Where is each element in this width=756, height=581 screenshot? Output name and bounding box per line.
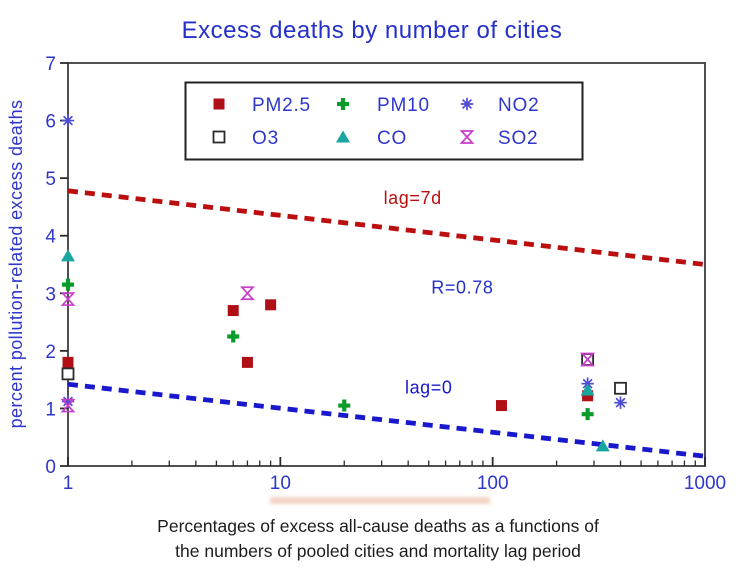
legend-marker-NO2 bbox=[460, 97, 474, 111]
data-point-PM2.5 bbox=[495, 400, 507, 412]
x-tick-label: 1000 bbox=[684, 473, 726, 494]
y-tick-label: 6 bbox=[45, 112, 56, 133]
data-point-CO bbox=[61, 249, 75, 262]
data-point-O3 bbox=[61, 367, 75, 381]
caption-line-2: the numbers of pooled cities and mortali… bbox=[175, 541, 581, 561]
data-point-PM2.5 bbox=[241, 356, 253, 368]
y-tick-label: 0 bbox=[45, 457, 56, 478]
data-point-NO2 bbox=[61, 395, 75, 408]
y-tick-label: 3 bbox=[45, 284, 56, 305]
legend-label-O3: O3 bbox=[252, 128, 279, 149]
trend-lines: lag=7d lag=0 bbox=[67, 188, 706, 459]
plot-box bbox=[67, 62, 706, 467]
legend-box bbox=[184, 81, 584, 161]
legend-label-NO2: NO2 bbox=[498, 95, 539, 116]
data-point-SO2 bbox=[580, 352, 596, 367]
y-tick-label: 1 bbox=[45, 399, 56, 420]
legend-label-PM2.5: PM2.5 bbox=[252, 95, 311, 116]
data-point-PM10 bbox=[227, 330, 240, 343]
data-point-PM10 bbox=[338, 399, 351, 412]
y-tick-label: 2 bbox=[45, 342, 56, 363]
y-tick-label: 5 bbox=[45, 169, 56, 190]
blurred-axis-label bbox=[270, 497, 490, 504]
x-tick-label: 10 bbox=[270, 473, 291, 494]
legend-label-SO2: SO2 bbox=[498, 128, 538, 149]
annotations: R=0.78 bbox=[431, 277, 493, 297]
trend-line-lag=7d bbox=[67, 188, 706, 267]
data-point-PM2.5 bbox=[265, 299, 277, 311]
trend-line-lag=0 bbox=[67, 381, 706, 459]
legend-marker-PM10 bbox=[337, 98, 349, 110]
y-tick-label: 4 bbox=[45, 227, 56, 248]
legend-marker-SO2 bbox=[459, 130, 475, 144]
legend: PM2.5 PM10 NO2 O3 CO SO2 bbox=[184, 81, 584, 161]
caption-line-1: Percentages of excess all-cause deaths a… bbox=[157, 516, 599, 536]
data-point-CO bbox=[595, 439, 610, 452]
series-points bbox=[60, 114, 627, 452]
data-point-PM2.5 bbox=[227, 305, 239, 317]
trend-line-label: lag=7d bbox=[384, 188, 442, 208]
x-tick-label: 100 bbox=[477, 473, 509, 494]
data-point-PM2.5 bbox=[62, 356, 74, 368]
data-point-O3 bbox=[614, 381, 627, 395]
y-tick-label: 7 bbox=[45, 54, 56, 75]
x-tick-label: 1 bbox=[63, 473, 74, 494]
data-point-CO bbox=[580, 383, 595, 396]
y-axis-title: percent pollution-related excess deaths bbox=[6, 100, 26, 429]
annotation: R=0.78 bbox=[431, 277, 493, 297]
data-point-PM10 bbox=[62, 278, 74, 291]
legend-marker-CO bbox=[336, 130, 350, 143]
data-point-SO2 bbox=[240, 286, 255, 301]
data-point-SO2 bbox=[60, 292, 76, 306]
x-axis: 1 10 100 1000 bbox=[63, 457, 726, 494]
legend-label-PM10: PM10 bbox=[377, 95, 430, 116]
legend-label-CO: CO bbox=[377, 128, 407, 149]
trend-line-label: lag=0 bbox=[405, 377, 453, 397]
data-point-SO2 bbox=[60, 398, 76, 413]
data-point-NO2 bbox=[614, 396, 627, 409]
legend-marker-PM2.5 bbox=[213, 98, 225, 110]
legend-marker-O3 bbox=[212, 130, 226, 144]
data-point-PM10 bbox=[581, 408, 594, 421]
data-point-PM2.5 bbox=[582, 390, 594, 402]
page-title: Excess deaths by number of cities bbox=[182, 17, 563, 44]
data-point-NO2 bbox=[61, 114, 75, 127]
